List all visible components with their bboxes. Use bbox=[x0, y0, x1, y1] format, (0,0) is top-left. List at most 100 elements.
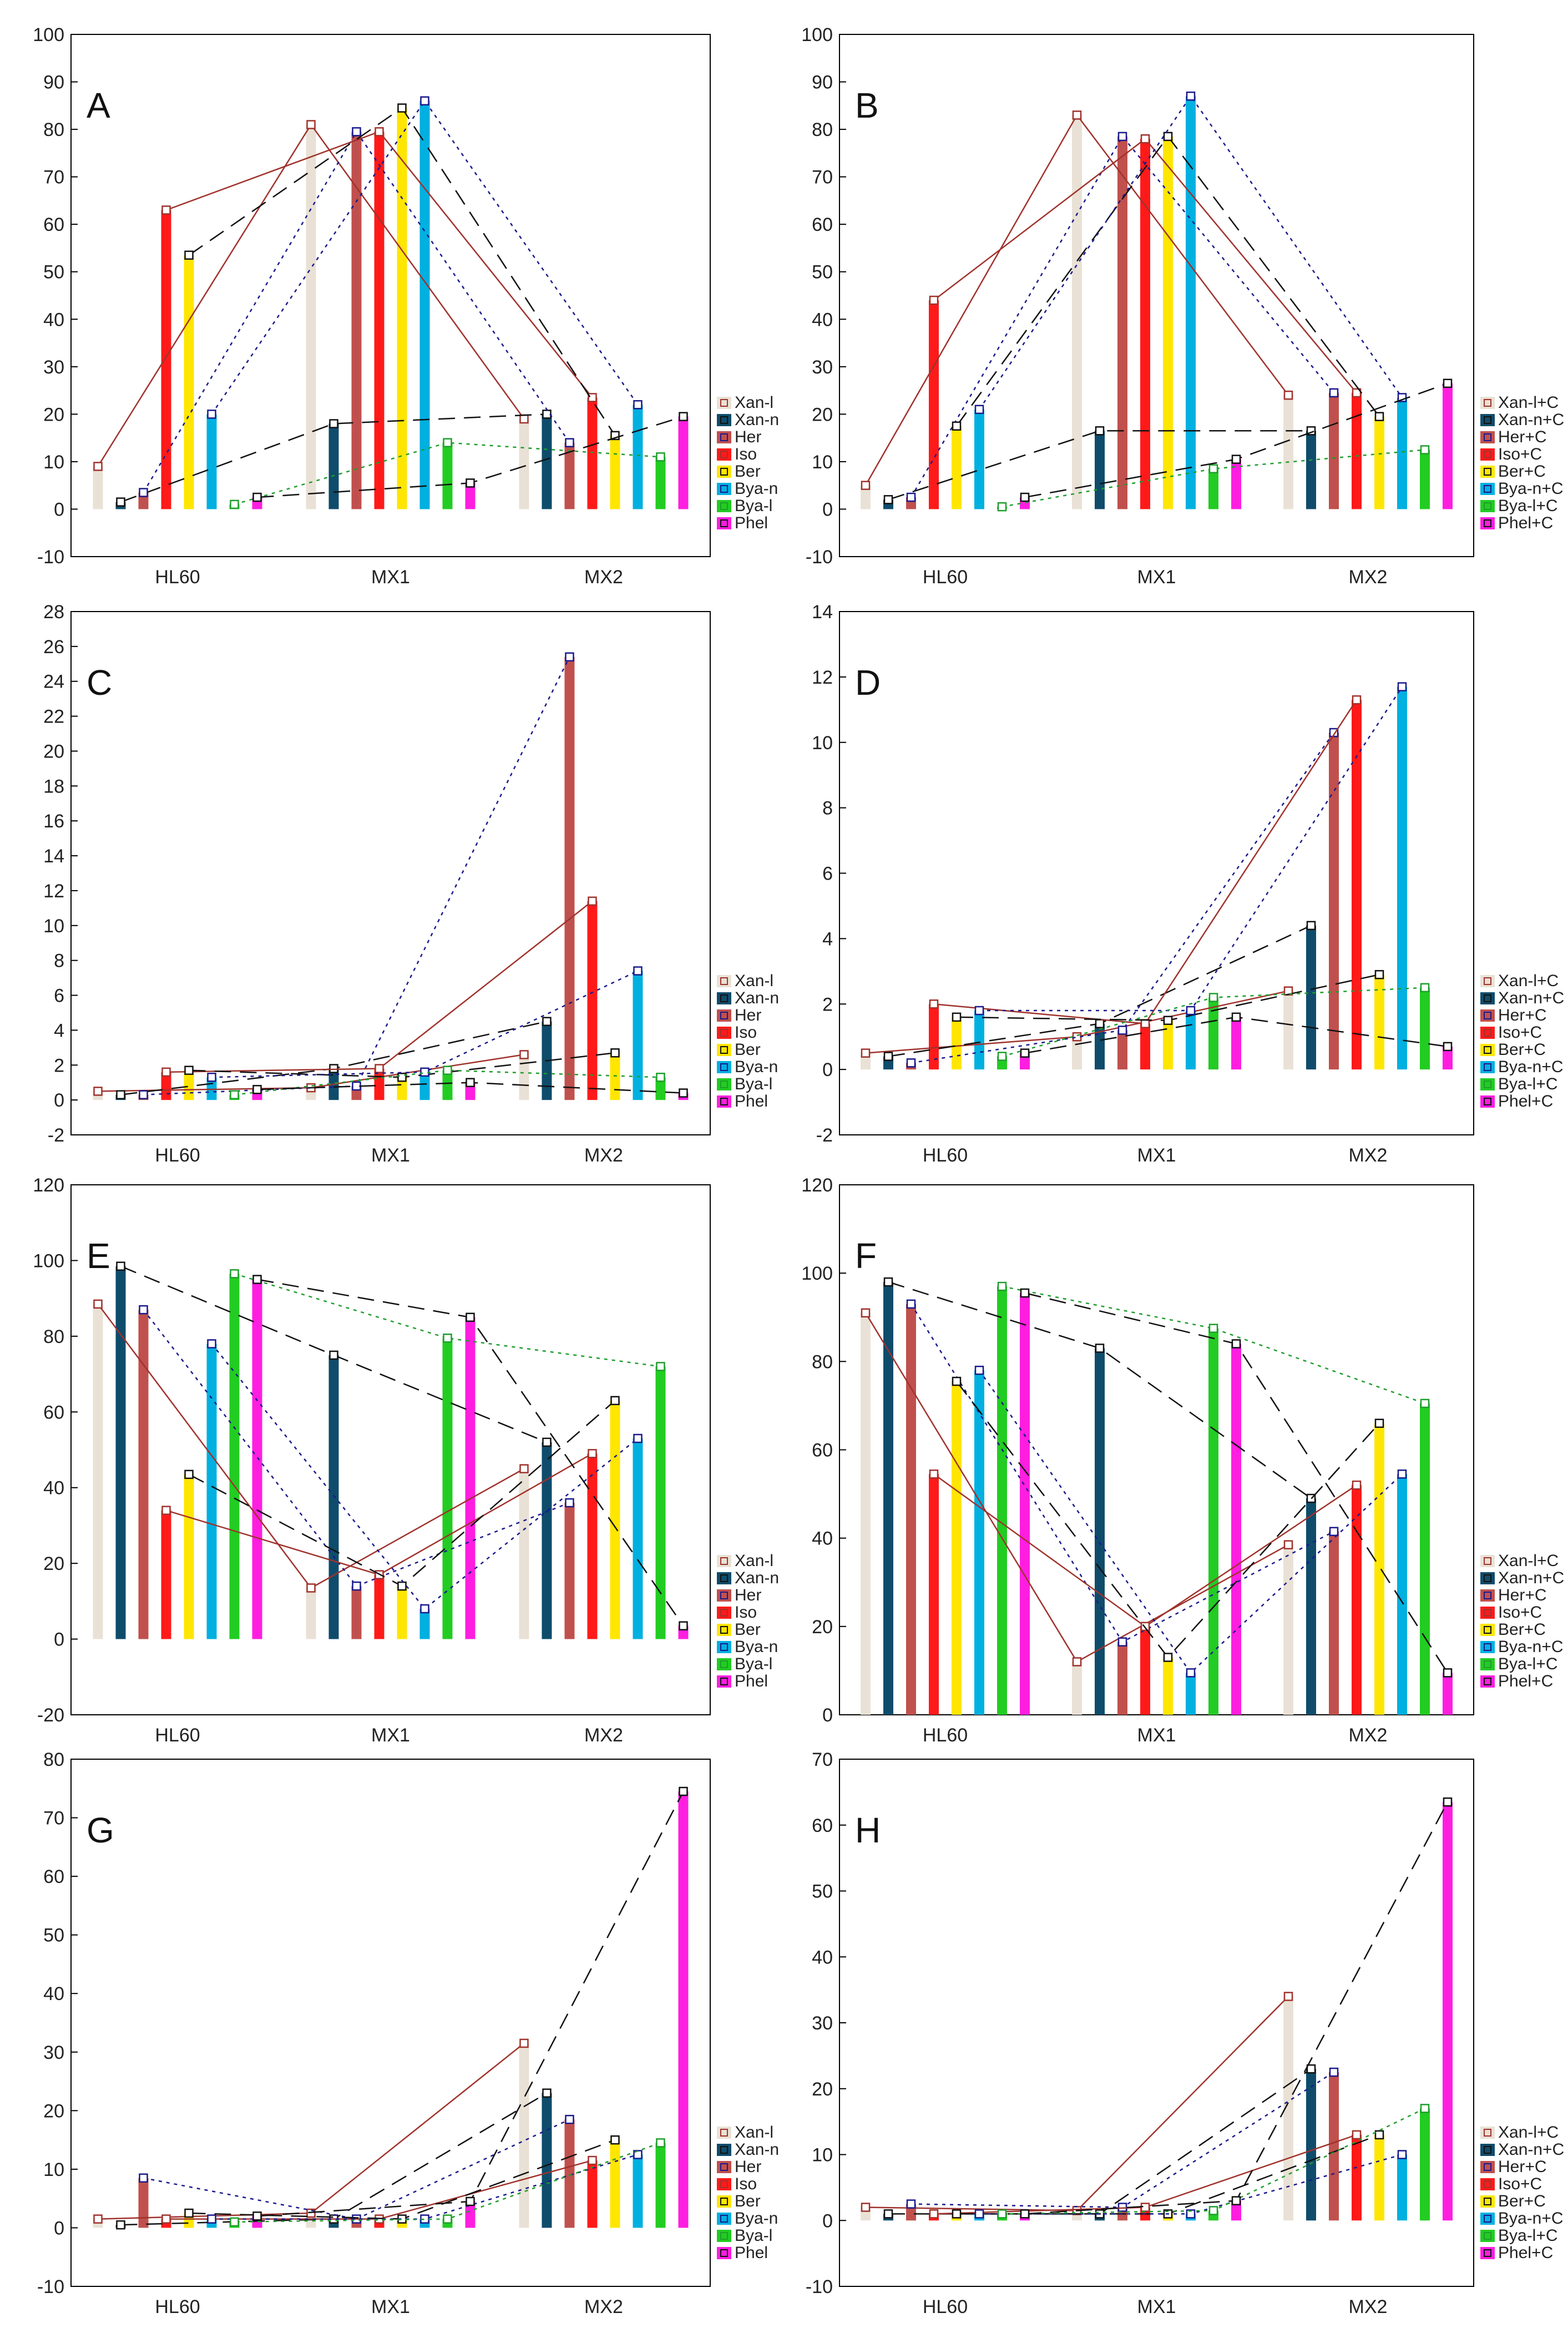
legend-marker bbox=[1484, 1063, 1491, 1071]
bar-Xan-l-HL60 bbox=[93, 466, 103, 509]
bar-Iso-MX2 bbox=[587, 1453, 598, 1639]
bar-Her+C-MX1 bbox=[1117, 1030, 1127, 1070]
bar-Xan-l+C-HL60 bbox=[861, 485, 871, 509]
y-tick-label: 70 bbox=[43, 1808, 64, 1829]
legend-marker bbox=[1484, 1574, 1491, 1582]
bar-Xan-n+C-MX2 bbox=[1306, 1498, 1316, 1715]
point-marker bbox=[1231, 1339, 1241, 1349]
point-marker bbox=[1231, 2196, 1241, 2205]
point-marker bbox=[116, 497, 125, 507]
legend-label: Xan-l bbox=[735, 972, 773, 990]
bar-Her-MX2 bbox=[564, 657, 575, 1100]
point-marker bbox=[420, 96, 429, 106]
legend-swatch bbox=[1480, 2230, 1495, 2242]
point-marker bbox=[542, 1017, 552, 1026]
y-tick-label: -2 bbox=[48, 1125, 64, 1146]
bar-Ber-MX1 bbox=[397, 108, 407, 509]
legend-swatch bbox=[717, 483, 731, 495]
point-marker bbox=[184, 1065, 194, 1075]
y-tick-label: -10 bbox=[37, 547, 64, 568]
bar-Bya-n+C-HL60 bbox=[974, 1370, 984, 1715]
bar-Bya-n+C-HL60 bbox=[974, 409, 984, 509]
legend-label: Phel bbox=[735, 1092, 768, 1110]
point-marker bbox=[116, 1261, 125, 1271]
legend-label: Xan-n bbox=[735, 989, 779, 1007]
legend-label: Bya-l bbox=[735, 2226, 772, 2245]
legend-label: Her+C bbox=[1498, 2158, 1547, 2176]
y-tick-label: 100 bbox=[33, 1250, 64, 1271]
category-label: HL60 bbox=[155, 567, 200, 588]
legend-swatch bbox=[717, 1589, 731, 1602]
bar-Iso+C-HL60 bbox=[929, 1004, 939, 1070]
y-tick-label: 6 bbox=[54, 986, 64, 1007]
bar-Iso+C-MX2 bbox=[1352, 2134, 1362, 2221]
point-marker bbox=[1186, 91, 1196, 101]
legend-swatch bbox=[1480, 466, 1495, 478]
legend-label: Her bbox=[735, 428, 761, 446]
legend-marker bbox=[1484, 1029, 1491, 1037]
bar-Iso+C-MX2 bbox=[1352, 392, 1362, 509]
legend-label: Her+C bbox=[1498, 1006, 1547, 1024]
bar-Phel+C-MX1 bbox=[1231, 1017, 1241, 1070]
bar-Bya-l-MX2 bbox=[655, 2143, 666, 2228]
legend-swatch bbox=[717, 2144, 731, 2156]
legend-label: Her bbox=[735, 1006, 761, 1024]
bar-Iso-HL60 bbox=[161, 1510, 171, 1639]
point-marker bbox=[633, 966, 643, 976]
legend-label: Bya-l bbox=[735, 1075, 772, 1093]
point-marker bbox=[542, 410, 552, 419]
legend-label: Ber bbox=[735, 462, 761, 481]
legend-label: Ber bbox=[735, 1041, 761, 1059]
bar-Phel+C-MX2 bbox=[1443, 1673, 1453, 1715]
point-marker bbox=[1306, 921, 1316, 931]
y-tick-label: 4 bbox=[54, 1020, 64, 1041]
legend-marker bbox=[1484, 2146, 1491, 2154]
bar-Phel-MX1 bbox=[465, 1317, 476, 1639]
legend-swatch bbox=[1480, 2144, 1495, 2156]
legend-label: Iso bbox=[735, 1023, 757, 1042]
legend-label: Xan-l bbox=[735, 1552, 773, 1570]
legend-swatch bbox=[1480, 1641, 1495, 1653]
point-marker bbox=[1374, 969, 1384, 979]
legend-marker bbox=[1484, 1592, 1491, 1599]
trend-line-Xan-n bbox=[120, 413, 547, 503]
y-tick-label: 100 bbox=[33, 24, 64, 46]
point-marker bbox=[610, 1396, 620, 1406]
point-marker bbox=[466, 478, 475, 488]
point-marker bbox=[329, 1064, 338, 1073]
point-marker bbox=[466, 1312, 475, 1322]
point-marker bbox=[207, 1339, 216, 1349]
legend-swatch bbox=[717, 517, 731, 529]
plot-frame bbox=[70, 1184, 711, 1715]
point-marker bbox=[565, 1498, 574, 1508]
y-tick-label: 0 bbox=[822, 1059, 833, 1080]
panel-G: -10 0 10 20 30 40 50 60 70 80 G HL60 MX1 MX2 Xan-lXan-… bbox=[37, 1749, 779, 2317]
y-tick-label: 8 bbox=[54, 951, 64, 972]
point-marker bbox=[1397, 2150, 1407, 2159]
y-tick-label: 50 bbox=[812, 1881, 833, 1902]
point-marker bbox=[588, 2155, 597, 2165]
trend-line-Bya-n bbox=[211, 1343, 639, 1610]
legend-marker bbox=[1484, 1678, 1491, 1685]
legend-marker bbox=[720, 416, 728, 424]
point-marker bbox=[519, 414, 529, 424]
plot-frame bbox=[839, 34, 1474, 557]
legend-swatch bbox=[1480, 1589, 1495, 1602]
legend-label: Bya-n bbox=[735, 479, 778, 498]
y-tick-label: 20 bbox=[812, 2079, 833, 2100]
legend-marker bbox=[1484, 1643, 1491, 1651]
y-tick-label: 28 bbox=[43, 602, 64, 623]
point-marker bbox=[1329, 2067, 1339, 2077]
bar-Bya-n+C-MX1 bbox=[1186, 1673, 1196, 1715]
legend-marker bbox=[720, 485, 728, 493]
legend-swatch bbox=[717, 2127, 731, 2139]
category-label: MX1 bbox=[371, 567, 410, 588]
legend-swatch bbox=[717, 1027, 731, 1039]
legend-label: Phel+C bbox=[1498, 1672, 1553, 1690]
bar-Xan-l+C-HL60 bbox=[861, 1312, 871, 1715]
point-marker bbox=[1140, 1622, 1150, 1632]
legend-label: Iso bbox=[735, 1603, 757, 1622]
legend-marker bbox=[720, 2198, 728, 2205]
legend-swatch bbox=[717, 397, 731, 409]
legend-marker bbox=[720, 399, 728, 407]
